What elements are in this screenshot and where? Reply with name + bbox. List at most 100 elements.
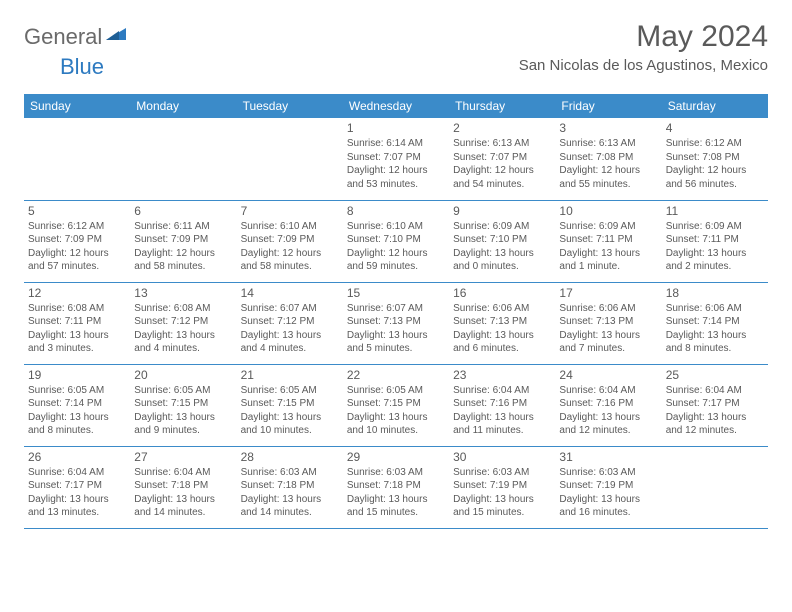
col-wednesday: Wednesday: [343, 94, 449, 118]
day-cell: 24 Sunrise: 6:04 AMSunset: 7:16 PMDayligh…: [555, 364, 661, 446]
day-cell: 9Sunrise: 6:09 AMSunset: 7:10 PMDaylight…: [449, 200, 555, 282]
title-block: May 2024 San Nicolas de los Agustinos, M…: [519, 20, 768, 74]
week-row: 12 Sunrise: 6:08 AMSunset: 7:11 PMDayligh…: [24, 282, 768, 364]
day-number: 18: [666, 286, 764, 300]
day-number: 6: [134, 204, 232, 218]
location-subtitle: San Nicolas de los Agustinos, Mexico: [519, 57, 768, 74]
day-cell: 12 Sunrise: 6:08 AMSunset: 7:11 PMDayligh…: [24, 282, 130, 364]
day-details: Sunrise: 6:10 AMSunset: 7:10 PMDaylight:…: [347, 220, 445, 274]
day-cell: 13 Sunrise: 6:08 AMSunset: 7:12 PMDayligh…: [130, 282, 236, 364]
day-number: 9: [453, 204, 551, 218]
day-number: 21: [241, 368, 339, 382]
day-number: 15: [347, 286, 445, 300]
day-cell: 15Sunrise: 6:07 AMSunset: 7:13 PMDayligh…: [343, 282, 449, 364]
week-row: 5Sunrise: 6:12 AMSunset: 7:09 PMDaylight…: [24, 200, 768, 282]
day-cell: 28Sunrise: 6:03 AMSunset: 7:18 PMDayligh…: [237, 446, 343, 528]
day-details: Sunrise: 6:05 AMSunset: 7:15 PMDaylight:…: [241, 384, 339, 438]
calendar-body: 1Sunrise: 6:14 AMSunset: 7:07 PMDaylight…: [24, 118, 768, 528]
day-cell: 4 Sunrise: 6:12 AMSunset: 7:08 PMDaylight…: [662, 118, 768, 200]
day-number: 22: [347, 368, 445, 382]
day-number: 13: [134, 286, 232, 300]
day-number: 27: [134, 450, 232, 464]
day-cell: 25 Sunrise: 6:04 AMSunset: 7:17 PMDayligh…: [662, 364, 768, 446]
day-number: 29: [347, 450, 445, 464]
day-cell: 29 Sunrise: 6:03 AMSunset: 7:18 PMDayligh…: [343, 446, 449, 528]
day-cell: [662, 446, 768, 528]
day-number: 20: [134, 368, 232, 382]
day-cell: 30 Sunrise: 6:03 AMSunset: 7:19 PMDayligh…: [449, 446, 555, 528]
day-cell: 22 Sunrise: 6:05 AMSunset: 7:15 PMDayligh…: [343, 364, 449, 446]
day-details: Sunrise: 6:04 AMSunset: 7:18 PMDaylight:…: [134, 466, 232, 520]
day-details: Sunrise: 6:03 AMSunset: 7:19 PMDaylight:…: [559, 466, 657, 520]
day-cell: [130, 118, 236, 200]
day-number: 16: [453, 286, 551, 300]
day-details: Sunrise: 6:08 AMSunset: 7:11 PMDaylight:…: [28, 302, 126, 356]
day-details: Sunrise: 6:04 AMSunset: 7:17 PMDaylight:…: [28, 466, 126, 520]
calendar-table: Sunday Monday Tuesday Wednesday Thursday…: [24, 94, 768, 529]
day-number: 23: [453, 368, 551, 382]
day-details: Sunrise: 6:12 AMSunset: 7:09 PMDaylight:…: [28, 220, 126, 274]
col-friday: Friday: [555, 94, 661, 118]
day-details: Sunrise: 6:04 AMSunset: 7:17 PMDaylight:…: [666, 384, 764, 438]
day-number: 10: [559, 204, 657, 218]
day-details: Sunrise: 6:04 AMSunset: 7:16 PMDaylight:…: [453, 384, 551, 438]
day-details: Sunrise: 6:14 AMSunset: 7:07 PMDaylight:…: [347, 137, 445, 191]
week-row: 19 Sunrise: 6:05 AMSunset: 7:14 PMDayligh…: [24, 364, 768, 446]
col-monday: Monday: [130, 94, 236, 118]
day-details: Sunrise: 6:05 AMSunset: 7:14 PMDaylight:…: [28, 384, 126, 438]
day-details: Sunrise: 6:07 AMSunset: 7:12 PMDaylight:…: [241, 302, 339, 356]
day-cell: [24, 118, 130, 200]
day-number: 11: [666, 204, 764, 218]
day-cell: 1Sunrise: 6:14 AMSunset: 7:07 PMDaylight…: [343, 118, 449, 200]
day-details: Sunrise: 6:06 AMSunset: 7:13 PMDaylight:…: [559, 302, 657, 356]
day-cell: 19 Sunrise: 6:05 AMSunset: 7:14 PMDayligh…: [24, 364, 130, 446]
day-cell: 26 Sunrise: 6:04 AMSunset: 7:17 PMDayligh…: [24, 446, 130, 528]
day-cell: 20 Sunrise: 6:05 AMSunset: 7:15 PMDayligh…: [130, 364, 236, 446]
day-number: 30: [453, 450, 551, 464]
day-cell: 14 Sunrise: 6:07 AMSunset: 7:12 PMDayligh…: [237, 282, 343, 364]
day-cell: 17 Sunrise: 6:06 AMSunset: 7:13 PMDayligh…: [555, 282, 661, 364]
day-number: 24: [559, 368, 657, 382]
day-details: Sunrise: 6:06 AMSunset: 7:13 PMDaylight:…: [453, 302, 551, 356]
day-cell: 31Sunrise: 6:03 AMSunset: 7:19 PMDayligh…: [555, 446, 661, 528]
week-row: 1Sunrise: 6:14 AMSunset: 7:07 PMDaylight…: [24, 118, 768, 200]
day-cell: 21 Sunrise: 6:05 AMSunset: 7:15 PMDayligh…: [237, 364, 343, 446]
day-number: 4: [666, 121, 764, 135]
brand-text-2: Blue: [60, 54, 104, 80]
day-details: Sunrise: 6:08 AMSunset: 7:12 PMDaylight:…: [134, 302, 232, 356]
day-details: Sunrise: 6:10 AMSunset: 7:09 PMDaylight:…: [241, 220, 339, 274]
day-cell: 10 Sunrise: 6:09 AMSunset: 7:11 PMDayligh…: [555, 200, 661, 282]
day-cell: 6Sunrise: 6:11 AMSunset: 7:09 PMDaylight…: [130, 200, 236, 282]
day-cell: 23 Sunrise: 6:04 AMSunset: 7:16 PMDayligh…: [449, 364, 555, 446]
day-number: 14: [241, 286, 339, 300]
day-details: Sunrise: 6:12 AMSunset: 7:08 PMDaylight:…: [666, 137, 764, 191]
col-thursday: Thursday: [449, 94, 555, 118]
day-number: 17: [559, 286, 657, 300]
calendar-page: General May 2024 San Nicolas de los Agus…: [0, 0, 792, 549]
brand-text-1: General: [24, 24, 102, 50]
day-number: 12: [28, 286, 126, 300]
day-header-row: Sunday Monday Tuesday Wednesday Thursday…: [24, 94, 768, 118]
day-cell: 5Sunrise: 6:12 AMSunset: 7:09 PMDaylight…: [24, 200, 130, 282]
col-sunday: Sunday: [24, 94, 130, 118]
day-details: Sunrise: 6:13 AMSunset: 7:07 PMDaylight:…: [453, 137, 551, 191]
day-number: 25: [666, 368, 764, 382]
day-details: Sunrise: 6:06 AMSunset: 7:14 PMDaylight:…: [666, 302, 764, 356]
day-details: Sunrise: 6:03 AMSunset: 7:18 PMDaylight:…: [347, 466, 445, 520]
day-number: 19: [28, 368, 126, 382]
day-details: Sunrise: 6:05 AMSunset: 7:15 PMDaylight:…: [347, 384, 445, 438]
day-cell: 18 Sunrise: 6:06 AMSunset: 7:14 PMDayligh…: [662, 282, 768, 364]
day-cell: 27 Sunrise: 6:04 AMSunset: 7:18 PMDayligh…: [130, 446, 236, 528]
day-number: 3: [559, 121, 657, 135]
day-details: Sunrise: 6:03 AMSunset: 7:18 PMDaylight:…: [241, 466, 339, 520]
day-number: 7: [241, 204, 339, 218]
month-title: May 2024: [519, 20, 768, 53]
day-details: Sunrise: 6:03 AMSunset: 7:19 PMDaylight:…: [453, 466, 551, 520]
week-row: 26 Sunrise: 6:04 AMSunset: 7:17 PMDayligh…: [24, 446, 768, 528]
day-details: Sunrise: 6:04 AMSunset: 7:16 PMDaylight:…: [559, 384, 657, 438]
day-details: Sunrise: 6:09 AMSunset: 7:11 PMDaylight:…: [559, 220, 657, 274]
day-details: Sunrise: 6:13 AMSunset: 7:08 PMDaylight:…: [559, 137, 657, 191]
day-number: 26: [28, 450, 126, 464]
day-details: Sunrise: 6:05 AMSunset: 7:15 PMDaylight:…: [134, 384, 232, 438]
day-cell: 3 Sunrise: 6:13 AMSunset: 7:08 PMDaylight…: [555, 118, 661, 200]
